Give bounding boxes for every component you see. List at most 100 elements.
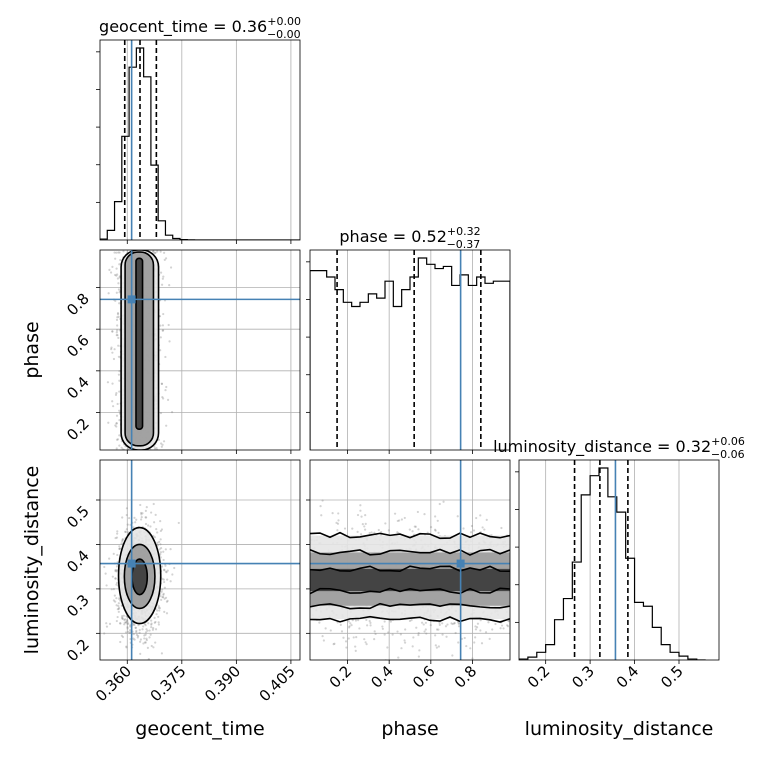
sample-point: [415, 626, 418, 629]
sample-point: [161, 577, 164, 580]
title-label: luminosity_distance = 0.32: [493, 437, 711, 457]
sample-point: [147, 658, 150, 660]
sample-point: [424, 621, 428, 624]
sample-point: [121, 538, 124, 542]
sample-point: [164, 355, 167, 359]
sample-point: [360, 515, 363, 518]
x-tick-label: 0.6: [409, 662, 439, 692]
sample-point: [332, 643, 335, 646]
sample-point: [342, 636, 345, 639]
sample-point: [122, 614, 125, 617]
sample-point: [348, 626, 351, 629]
x-axis-title-geocent_time: geocent_time: [135, 718, 264, 740]
sample-point: [144, 631, 148, 634]
x-tick-label: 0.405: [256, 662, 299, 705]
sample-point: [118, 276, 121, 279]
sample-point: [111, 265, 114, 268]
sample-point: [153, 251, 156, 255]
sample-point: [115, 291, 118, 294]
sample-point: [135, 633, 139, 636]
sample-point: [112, 405, 115, 408]
sample-point: [400, 518, 403, 521]
y-tick-label: 0.5: [63, 502, 93, 532]
sample-point: [150, 622, 153, 625]
sample-point: [126, 523, 129, 526]
sample-point: [125, 513, 128, 517]
sample-point: [162, 558, 165, 562]
sample-point: [162, 593, 165, 596]
sample-point: [166, 398, 170, 401]
sample-point: [121, 538, 124, 541]
y-axis-title-luminosity_distance: luminosity_distance: [21, 466, 43, 655]
sample-point: [369, 621, 372, 624]
sample-point: [159, 538, 162, 541]
sample-point: [358, 627, 361, 630]
sample-point: [156, 544, 160, 547]
sample-point: [163, 610, 166, 613]
sample-point: [114, 577, 117, 580]
sample-point: [118, 409, 121, 412]
x-tick-label: 0.375: [147, 662, 190, 705]
sample-point: [116, 277, 120, 280]
sample-point: [321, 635, 324, 638]
sample-point: [143, 641, 147, 644]
sample-point: [119, 640, 122, 644]
sample-point: [114, 568, 117, 572]
x-tick-label: 0.8: [451, 662, 481, 692]
sample-point: [115, 267, 118, 270]
sample-point: [329, 629, 332, 632]
contour-0.393: [135, 257, 144, 430]
sample-point: [485, 518, 488, 521]
y-tick-label: 0.6: [63, 331, 93, 361]
sample-point: [143, 637, 146, 640]
sample-point: [417, 655, 420, 658]
sample-point: [438, 623, 441, 626]
sample-point: [149, 633, 152, 636]
sample-point: [121, 448, 124, 450]
sample-point: [142, 642, 145, 645]
sample-point: [488, 637, 491, 640]
sample-point: [500, 526, 503, 530]
sample-point: [436, 519, 439, 522]
sample-point: [140, 511, 143, 515]
sample-point: [347, 620, 350, 623]
sample-point: [373, 630, 376, 633]
sample-point: [163, 569, 166, 572]
sample-point: [128, 516, 131, 520]
sample-point: [164, 257, 168, 260]
sample-point: [469, 531, 473, 534]
sample-point: [165, 385, 168, 389]
sample-point: [138, 631, 141, 634]
sample-point: [143, 623, 147, 626]
sample-point: [318, 621, 321, 624]
sample-point: [117, 251, 120, 254]
sample-point: [116, 530, 119, 533]
sample-point: [163, 597, 166, 600]
sample-point: [137, 634, 140, 638]
sample-point: [107, 292, 110, 295]
contour-band-0.393: [310, 568, 510, 592]
sample-point: [160, 528, 164, 531]
sample-point: [116, 312, 120, 315]
sample-point: [160, 283, 164, 286]
sample-point: [387, 529, 390, 532]
sample-point: [166, 599, 169, 602]
sample-point: [391, 633, 394, 636]
sample-point: [472, 529, 476, 532]
sample-point: [483, 528, 486, 531]
sample-point: [158, 540, 161, 543]
sample-point: [117, 336, 120, 339]
sample-point: [417, 633, 420, 637]
sample-point: [157, 605, 161, 608]
sample-point: [108, 557, 111, 560]
sample-point: [354, 649, 357, 652]
sample-point: [121, 516, 124, 519]
sample-point: [147, 622, 150, 625]
x-tick-label: 0.4: [613, 662, 643, 692]
sample-point: [115, 565, 119, 568]
sample-point: [422, 623, 425, 626]
sample-point: [403, 516, 406, 520]
sample-point: [115, 414, 119, 417]
